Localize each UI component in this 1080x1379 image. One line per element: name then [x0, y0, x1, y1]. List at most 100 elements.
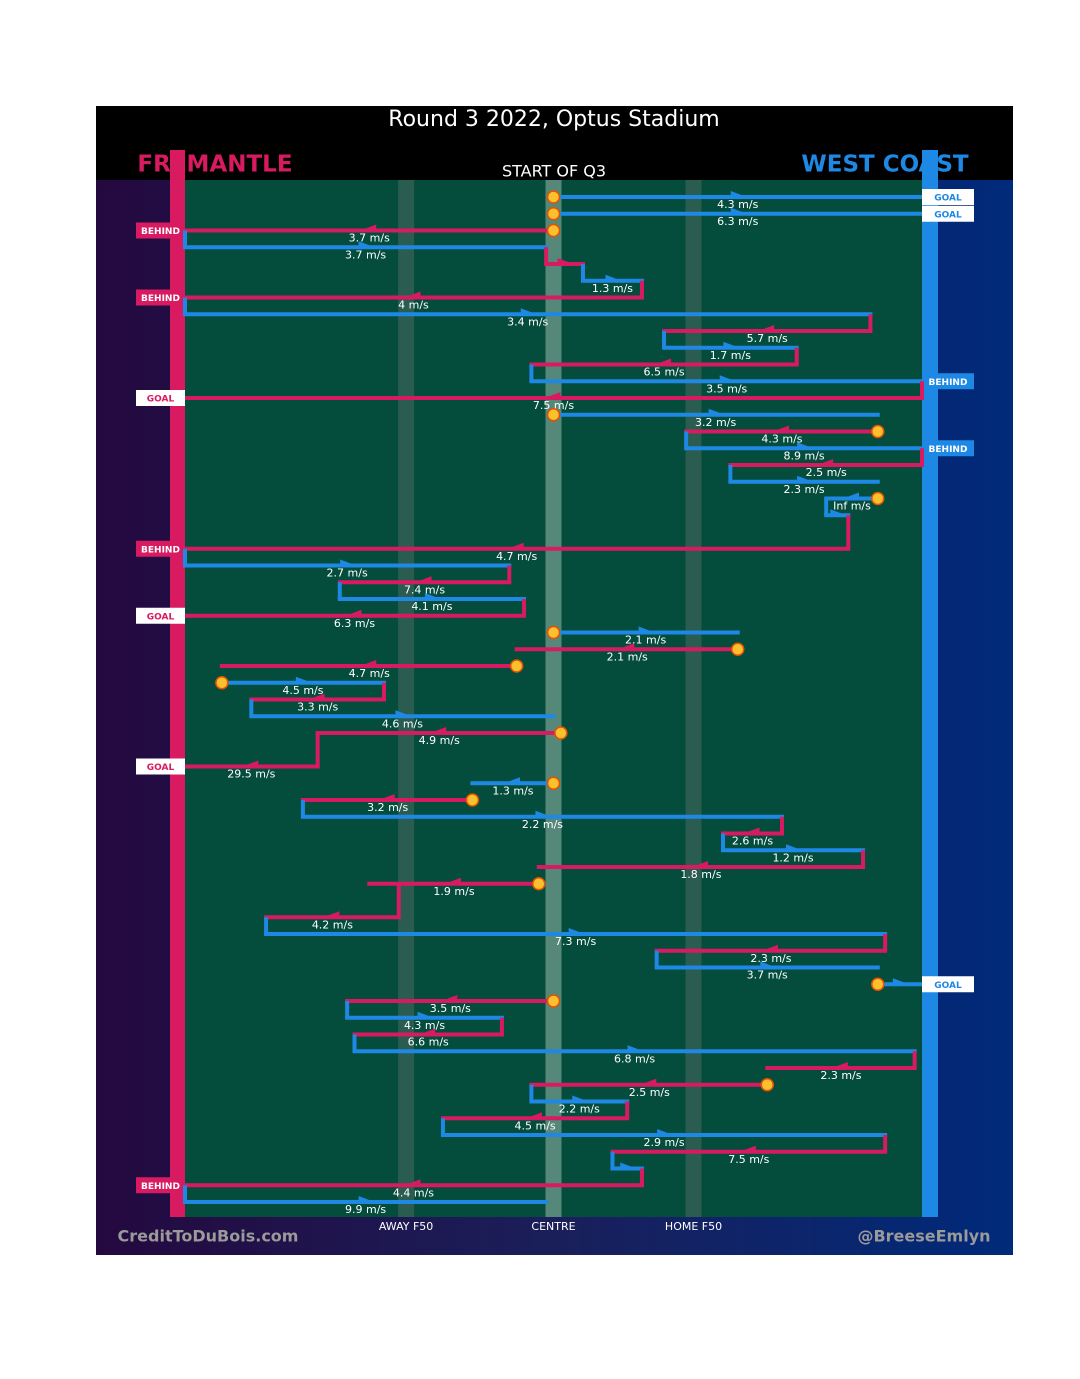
arrow-head — [242, 760, 259, 769]
subtitle: START OF Q3 — [502, 162, 606, 181]
outcome-label: BEHIND — [141, 545, 180, 555]
speed-label: 1.2 m/s — [772, 851, 813, 864]
speed-label: 1.9 m/s — [433, 885, 474, 898]
speed-label: 6.6 m/s — [408, 1036, 449, 1049]
speed-label: 4.9 m/s — [419, 734, 460, 747]
outcome-tag — [136, 222, 185, 239]
team-name: WEST COAST — [801, 152, 969, 178]
stoppage-dot — [871, 491, 885, 506]
outcome-label: BEHIND — [141, 1182, 180, 1192]
speed-label: 2.6 m/s — [732, 835, 773, 848]
outcome-tag — [136, 1177, 185, 1194]
outcome-tag — [136, 390, 185, 406]
arrow-head — [295, 676, 312, 685]
arrow-head — [618, 643, 635, 652]
arrow-head — [544, 392, 561, 400]
outcome-label: GOAL — [147, 763, 175, 773]
arrow-head — [360, 224, 377, 233]
speed-label: 6.3 m/s — [334, 617, 375, 630]
speed-label: 2.2 m/s — [559, 1103, 600, 1116]
outcome-label: BEHIND — [929, 378, 968, 388]
field-label: AWAY F50 — [379, 1220, 433, 1233]
arrow-head — [758, 325, 775, 333]
arrow-head — [417, 1011, 434, 1020]
speed-label: Inf m/s — [833, 500, 871, 513]
outcome-label: BEHIND — [929, 445, 968, 455]
speed-label: 2.5 m/s — [629, 1086, 670, 1099]
speed-label: 2.1 m/s — [625, 634, 666, 647]
stoppage-dot — [871, 424, 885, 439]
stoppage-dot — [532, 877, 546, 891]
outcome-label: BEHIND — [141, 294, 180, 304]
arrow-head — [424, 593, 441, 601]
outcome-tag — [136, 289, 185, 306]
arrow-head — [761, 944, 778, 953]
speed-label: 4.3 m/s — [404, 1019, 445, 1032]
speed-label: 9.9 m/s — [345, 1203, 386, 1216]
outcome-tag — [922, 976, 974, 993]
arrow-head — [404, 1179, 421, 1188]
speed-label: 4.3 m/s — [761, 433, 802, 446]
arrow-head — [323, 911, 340, 920]
speed-label: 2.3 m/s — [750, 952, 791, 965]
stoppage-dot — [546, 625, 561, 640]
arrow-head — [507, 542, 524, 551]
outcome-label: GOAL — [147, 612, 175, 622]
arrow-head — [719, 375, 736, 384]
stoppage-dot — [546, 776, 561, 790]
speed-label: 3.4 m/s — [507, 315, 548, 328]
left-post — [170, 150, 185, 1217]
outcome-label: GOAL — [934, 981, 962, 991]
arrow-head — [772, 425, 789, 434]
arrow-head — [739, 1145, 756, 1154]
arrow-head — [797, 442, 814, 451]
outcome-tag — [922, 373, 974, 390]
outcome-tag — [136, 607, 185, 624]
team-name: FREMANTLE — [137, 152, 292, 178]
speed-label: 5.7 m/s — [747, 332, 788, 345]
outcome-label: GOAL — [934, 194, 962, 204]
speed-label: 4.6 m/s — [382, 717, 423, 730]
stoppage-dot — [731, 642, 745, 656]
speed-label: 4.7 m/s — [496, 550, 537, 563]
speed-label: 7.4 m/s — [404, 583, 445, 596]
outcome-tag — [136, 540, 185, 557]
arrow-head — [395, 710, 412, 719]
speed-label: 7.3 m/s — [555, 935, 596, 948]
arrow-head — [892, 978, 909, 987]
stoppage-dot — [465, 793, 480, 807]
speed-label: 4 m/s — [398, 299, 429, 312]
arrow-head — [503, 777, 520, 786]
arrow-head — [786, 844, 803, 853]
field-stripe — [398, 180, 415, 1217]
arrow-head — [445, 877, 462, 886]
field-label: HOME F50 — [665, 1220, 722, 1233]
outcome-tag — [922, 440, 974, 457]
arrow-head — [723, 341, 740, 350]
speed-label: 29.5 m/s — [227, 768, 275, 781]
speed-label: 4.7 m/s — [349, 667, 390, 680]
arrow-head — [638, 626, 655, 635]
speed-label: 6.5 m/s — [643, 366, 684, 379]
right-post — [922, 150, 938, 1217]
speed-label: 1.7 m/s — [710, 349, 751, 362]
outcome-label: GOAL — [147, 395, 175, 405]
credit: @BreeseEmlyn — [857, 1227, 990, 1246]
arrow-head — [557, 258, 574, 266]
speed-label: 2.3 m/s — [784, 483, 825, 496]
field-label: CENTRE — [531, 1220, 575, 1233]
stoppage-dot — [760, 1078, 774, 1092]
arrow-head — [535, 810, 552, 819]
speed-label: 2.1 m/s — [607, 650, 648, 663]
arrow-head — [568, 928, 585, 936]
speed-label: 2.9 m/s — [643, 1136, 684, 1149]
arrow-head — [441, 995, 458, 1003]
arrow-head — [360, 660, 377, 668]
speed-label: 7.5 m/s — [728, 1153, 769, 1166]
field-stripe — [685, 180, 702, 1217]
speed-label: 1.3 m/s — [592, 282, 633, 295]
arrow-head — [340, 559, 357, 568]
speed-label: 7.5 m/s — [533, 399, 574, 412]
arrow-head — [831, 1062, 848, 1070]
outcome-label: BEHIND — [141, 227, 180, 237]
